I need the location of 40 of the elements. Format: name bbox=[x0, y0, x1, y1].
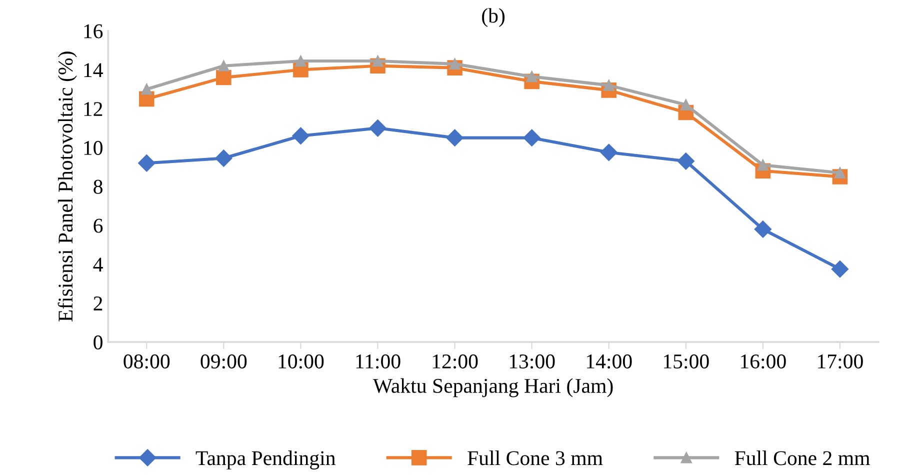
y-tick-label: 0 bbox=[94, 335, 102, 350]
legend-label: Tanpa Pendingin bbox=[196, 450, 336, 470]
x-tick-label: 14:00 bbox=[586, 354, 632, 369]
x-tick-label: 09:00 bbox=[200, 354, 247, 369]
x-tick-label: 17:00 bbox=[818, 354, 863, 369]
point bbox=[446, 129, 464, 146]
point bbox=[677, 152, 694, 170]
y-axis-title: Efisiensi Panel Photovoltaic (%) bbox=[58, 52, 77, 322]
y-tick-label: 2 bbox=[94, 296, 102, 310]
point bbox=[680, 99, 692, 110]
x-axis-title: Waktu Sepanjang Hari (Jam) bbox=[372, 378, 613, 398]
y-tick-label: 6 bbox=[94, 218, 103, 233]
point bbox=[138, 154, 156, 172]
point bbox=[831, 260, 849, 278]
legend-label: Full Cone 3 mm bbox=[468, 450, 603, 466]
point bbox=[216, 70, 232, 86]
point bbox=[369, 120, 386, 137]
x-tick-label: 10:00 bbox=[278, 354, 324, 369]
point bbox=[600, 144, 618, 161]
y-tick-label: 8 bbox=[94, 180, 102, 194]
x-tick-label: 16:00 bbox=[741, 354, 786, 369]
y-tick-label: 4 bbox=[93, 258, 103, 272]
point bbox=[295, 55, 306, 67]
point bbox=[754, 220, 772, 238]
x-tick-label: 12:00 bbox=[432, 354, 478, 369]
x-tick-label: 11:00 bbox=[356, 354, 400, 369]
y-tick-label: 12 bbox=[84, 102, 102, 116]
y-tick-label: 14 bbox=[84, 63, 103, 77]
chart-title: (b) bbox=[482, 8, 505, 27]
point bbox=[218, 60, 230, 72]
x-tick-label: 08:00 bbox=[124, 354, 170, 369]
y-tick-label: 10 bbox=[84, 140, 102, 155]
x-tick-label: 13:00 bbox=[510, 354, 555, 369]
point bbox=[292, 127, 310, 144]
y-tick-label: 16 bbox=[84, 24, 103, 38]
x-tick-label: 15:00 bbox=[664, 354, 709, 369]
point bbox=[141, 84, 152, 95]
legend-label: Full Cone 2 mm bbox=[734, 450, 870, 466]
point bbox=[523, 129, 540, 146]
point bbox=[215, 150, 232, 167]
